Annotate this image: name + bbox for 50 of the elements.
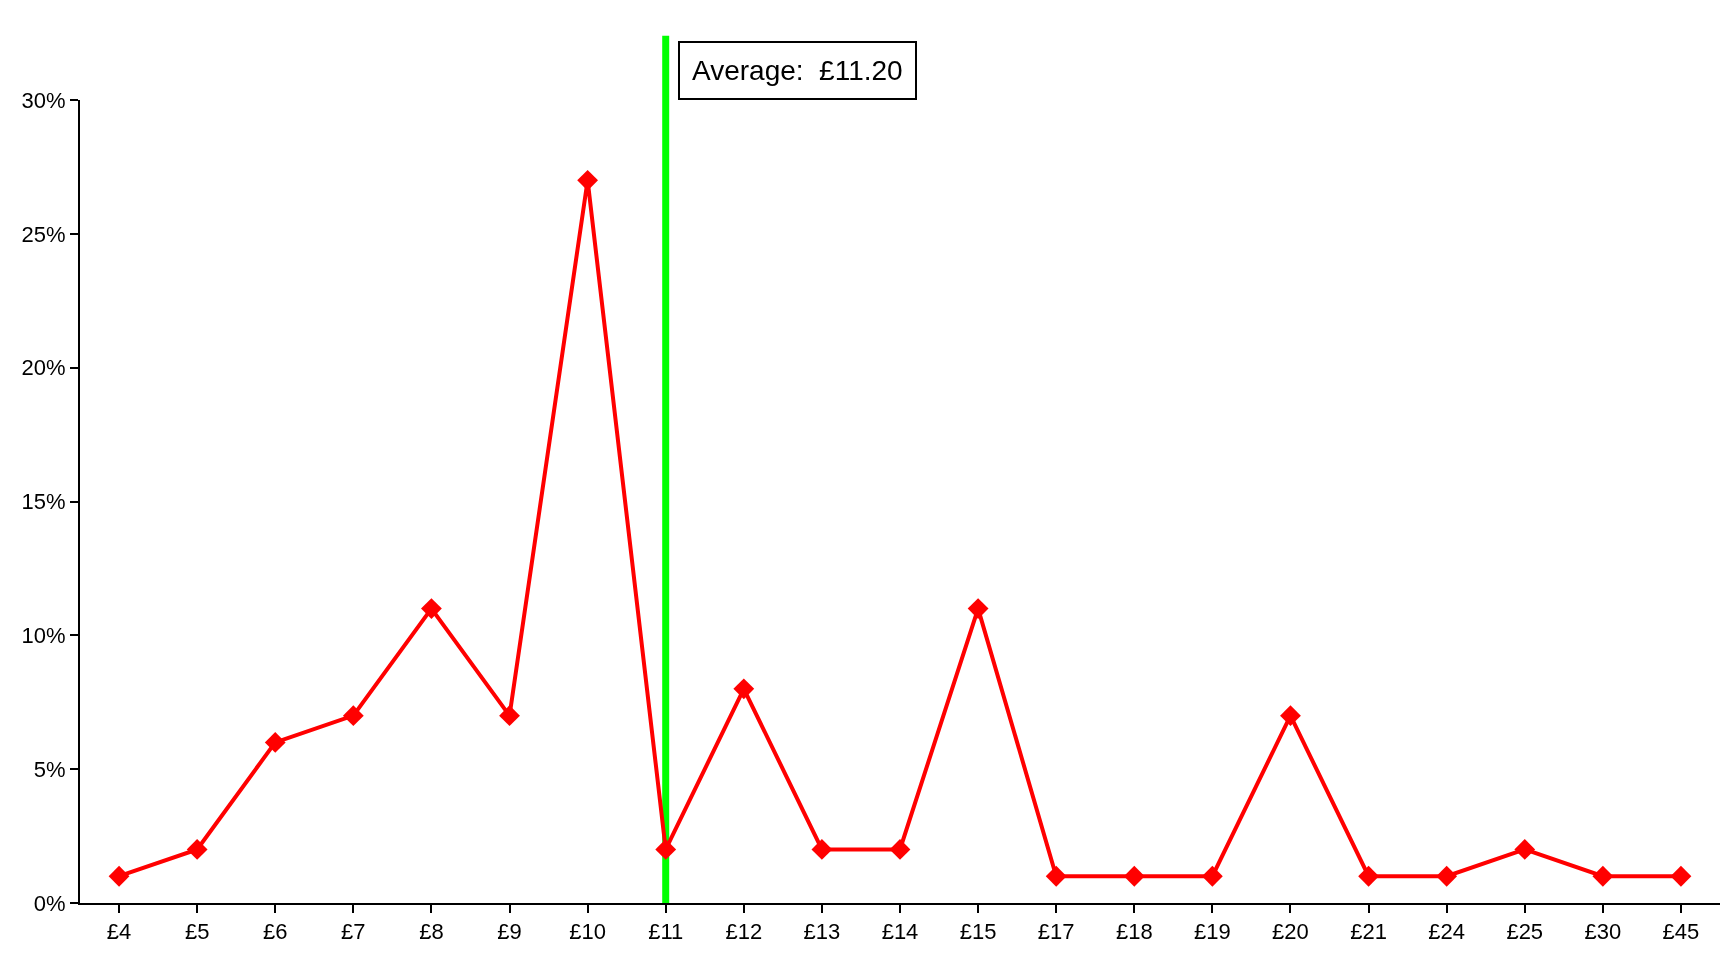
point: [499, 705, 520, 727]
x-tick-label: £20: [1272, 919, 1309, 945]
point: [889, 839, 911, 860]
x-tick-label: £7: [341, 919, 366, 945]
point: [1201, 865, 1223, 887]
x-tick-label: £15: [959, 919, 997, 945]
x-tick-label: £12: [725, 919, 763, 945]
point: [1045, 865, 1067, 887]
x-tick-label: £18: [1115, 919, 1153, 945]
x-tick-label: £30: [1584, 919, 1622, 945]
y-tick-label: 25%: [21, 221, 66, 247]
x-tick-label: £6: [263, 919, 288, 945]
x-tick-label: £9: [497, 919, 522, 945]
point: [1514, 839, 1536, 860]
x-tick-label: £21: [1350, 919, 1387, 945]
point: [1592, 865, 1614, 887]
point: [1280, 705, 1301, 727]
x-tick-label: £19: [1194, 919, 1231, 945]
x-tick-label: £10: [569, 919, 606, 945]
y-tick-label: 20%: [21, 355, 66, 381]
point: [421, 598, 442, 619]
x-tick-label: £5: [184, 919, 210, 945]
x-tick-label: £4: [106, 919, 132, 945]
point: [967, 598, 989, 619]
x-tick-label: £45: [1662, 919, 1700, 945]
x-tick-label: £17: [1037, 919, 1075, 945]
point: [264, 732, 286, 753]
point: [108, 865, 130, 887]
y-tick-label: 0%: [33, 890, 66, 916]
point: [1670, 865, 1692, 887]
point: [1436, 865, 1458, 887]
point: [1358, 865, 1379, 887]
point: [733, 678, 755, 700]
y-tick-label: 15%: [21, 489, 66, 515]
x-tick-label: £24: [1428, 919, 1466, 945]
point: [1123, 865, 1145, 887]
point: [811, 839, 833, 860]
y-tick-label: 30%: [21, 87, 66, 113]
y-tick-label: 10%: [21, 623, 66, 649]
x-tick-label: £25: [1506, 919, 1544, 945]
point: [186, 839, 208, 860]
x-tick-label: £14: [881, 919, 919, 945]
point: [577, 169, 599, 191]
x-tick-label: £13: [803, 919, 841, 945]
point: [655, 839, 677, 860]
y-tick-label: 5%: [33, 756, 66, 782]
x-tick-label: £11: [648, 919, 684, 945]
point: [342, 705, 364, 727]
ref-line-label: Average: £11.20: [692, 55, 903, 86]
x-tick-label: £8: [419, 919, 444, 945]
